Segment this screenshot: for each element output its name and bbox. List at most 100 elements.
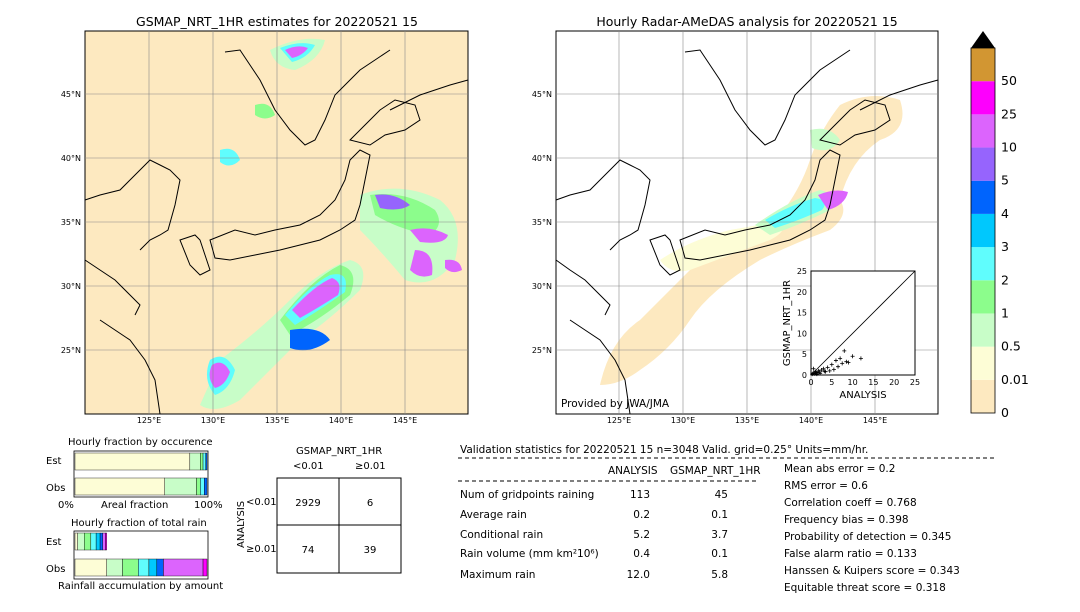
right-lon-label: 130°E xyxy=(671,416,695,425)
validation-row-label: Average rain xyxy=(460,509,527,521)
left-lon-label: 125°E xyxy=(137,416,161,425)
colorbar-label: 5 xyxy=(1001,173,1009,188)
fraction-bar-segment xyxy=(90,532,97,551)
colorbar-swatch xyxy=(971,147,995,181)
score-line: Correlation coeff = 0.768 xyxy=(784,497,917,509)
score-line: RMS error = 0.6 xyxy=(784,480,868,492)
left-map-gridlines xyxy=(85,31,468,414)
occurrence-row-est: Est xyxy=(46,456,62,467)
fraction-bar-segment xyxy=(74,558,107,577)
left-lat-label: 45°N xyxy=(61,90,81,99)
right-lon-labels: 125°E 130°E 135°E 140°E 145°E xyxy=(607,416,887,425)
right-map: 125°E 130°E 135°E 140°E 145°E 45°N 40°N … xyxy=(532,30,939,425)
occurrence-title: Hourly fraction by occurence xyxy=(68,437,213,448)
validation-row-analysis: 5.2 xyxy=(633,529,650,541)
fraction-bar-segment xyxy=(205,452,208,471)
scatter-point xyxy=(844,359,849,364)
colorbar-swatch xyxy=(971,247,995,281)
right-lon-label: 140°E xyxy=(799,416,823,425)
contingency-grid: 2929 6 74 39 xyxy=(276,477,402,574)
right-lat-label: 25°N xyxy=(532,346,552,355)
scatter-point xyxy=(840,361,845,366)
contingency-cell: 74 xyxy=(302,545,315,556)
scatter-xtick: 0 xyxy=(808,378,813,387)
left-lat-label: 30°N xyxy=(61,282,81,291)
colorbar-boxes xyxy=(970,47,996,414)
fraction-bar-segment xyxy=(202,452,206,471)
right-lat-label: 30°N xyxy=(532,282,552,291)
scatter-point xyxy=(833,358,838,363)
scatter-ytick: 10 xyxy=(797,329,807,338)
contingency-col-label: <0.01 xyxy=(293,461,324,472)
validation-row-gsmap: 0.1 xyxy=(711,509,728,521)
total-title: Hourly fraction of total rain xyxy=(71,518,207,529)
total-xlabel: Rainfall accumulation by amount xyxy=(58,581,224,592)
data-credit: Provided by JWA/JMA xyxy=(561,398,670,410)
validation-row-label: Rain volume (mm km²10⁶) xyxy=(460,548,599,560)
scatter-xtick: 25 xyxy=(910,378,920,387)
colorbar-swatch xyxy=(971,114,995,148)
colorbar-label: 0.5 xyxy=(1001,339,1021,354)
colorbar-swatch xyxy=(971,81,995,115)
validation-row-label: Num of gridpoints raining xyxy=(460,489,595,501)
fraction-bar-segment xyxy=(74,452,191,471)
fraction-bar-segment xyxy=(102,532,106,551)
fraction-bar-segment xyxy=(84,532,92,551)
right-lon-label: 145°E xyxy=(863,416,887,425)
contingency-cell: 6 xyxy=(367,498,373,509)
contingency-cell: 39 xyxy=(364,545,377,556)
occurrence-bars xyxy=(73,450,209,498)
occurrence-row-obs: Obs xyxy=(46,483,66,494)
occurrence-xlabel-mid: Areal fraction xyxy=(101,500,169,511)
scatter-xtick: 20 xyxy=(889,378,899,387)
fraction-bar-segment xyxy=(202,558,208,577)
colorbar-label: 4 xyxy=(1001,206,1009,221)
colorbar-label: 25 xyxy=(1001,106,1017,121)
colorbar-swatch xyxy=(971,48,995,82)
scatter-ytick: 25 xyxy=(797,267,807,276)
fraction-bar-segment xyxy=(106,558,123,577)
validation-row-analysis: 113 xyxy=(629,489,650,501)
fraction-bar-segment xyxy=(95,532,101,551)
scatter-point xyxy=(822,369,827,374)
left-lat-label: 35°N xyxy=(61,218,81,227)
colorbar-label: 50 xyxy=(1001,73,1017,88)
right-lon-label: 125°E xyxy=(607,416,631,425)
score-line: Frequency bias = 0.398 xyxy=(784,514,909,526)
scatter-ylabel: GSMAP_NRT_1HR xyxy=(782,280,793,366)
scatter-point xyxy=(825,365,830,370)
total-row-obs: Obs xyxy=(46,564,66,575)
colorbar-swatch xyxy=(971,213,995,248)
scatter-xtick: 15 xyxy=(868,378,878,387)
scatter-xlabel: ANALYSIS xyxy=(839,390,886,401)
fraction-bar-segment xyxy=(156,558,164,577)
validation-col-divider xyxy=(458,480,758,482)
colorbar-label: 0 xyxy=(1001,405,1009,418)
validation-row-gsmap: 45 xyxy=(714,489,728,501)
scatter-point xyxy=(838,356,843,361)
validation-row-gsmap: 0.1 xyxy=(711,548,728,560)
fraction-bar-segment xyxy=(77,532,85,551)
scatter-plot: 00 5 5 10 10 15 15 20 20 25 25 ANALYSIS GSMAP_NRT_… xyxy=(782,267,920,401)
validation-header: Validation statistics for 20220521 15 n=… xyxy=(460,444,869,456)
contingency-row-label: <0.01 xyxy=(246,497,277,508)
left-map-coastlines xyxy=(84,49,469,415)
colorbar-label: 10 xyxy=(1001,140,1017,155)
scatter-point xyxy=(846,360,851,365)
left-lon-labels: 125°E 130°E 135°E 140°E 145°E xyxy=(137,416,417,425)
validation-row-analysis: 0.2 xyxy=(633,509,650,521)
left-lat-labels: 45°N 40°N 35°N 30°N 25°N xyxy=(61,90,81,355)
total-row-est: Est xyxy=(46,537,62,548)
validation-row-gsmap: 3.7 xyxy=(711,529,728,541)
validation-col-analysis: ANALYSIS xyxy=(608,465,658,477)
left-lon-label: 145°E xyxy=(393,416,417,425)
right-map-title: Hourly Radar-AMeDAS analysis for 2022052… xyxy=(596,14,898,29)
validation-col-gsmap: GSMAP_NRT_1HR xyxy=(670,465,761,477)
colorbar-label: 2 xyxy=(1001,272,1009,287)
colorbar-label: 0.01 xyxy=(1001,372,1029,387)
right-map-coastlines xyxy=(555,49,939,415)
score-line: Equitable threat score = 0.318 xyxy=(784,582,946,594)
left-lat-label: 40°N xyxy=(61,154,81,163)
scatter-diagonal xyxy=(810,270,916,376)
left-lon-label: 140°E xyxy=(329,416,353,425)
